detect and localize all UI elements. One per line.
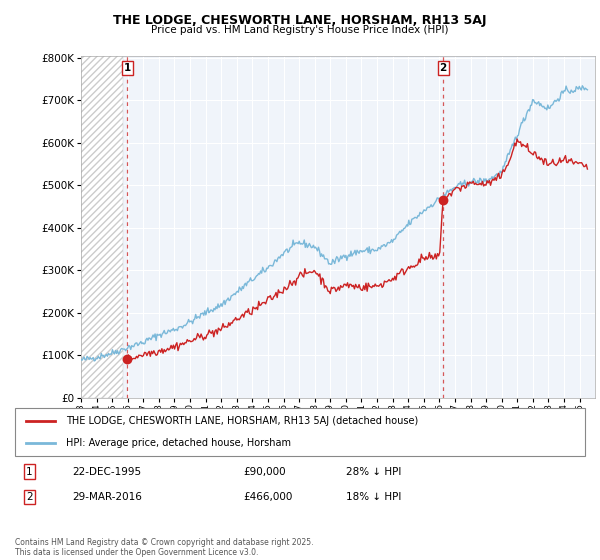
- Text: Contains HM Land Registry data © Crown copyright and database right 2025.
This d: Contains HM Land Registry data © Crown c…: [15, 538, 314, 557]
- Text: Price paid vs. HM Land Registry's House Price Index (HPI): Price paid vs. HM Land Registry's House …: [151, 25, 449, 35]
- Text: THE LODGE, CHESWORTH LANE, HORSHAM, RH13 5AJ: THE LODGE, CHESWORTH LANE, HORSHAM, RH13…: [113, 14, 487, 27]
- Point: [122, 355, 132, 364]
- Text: 18% ↓ HPI: 18% ↓ HPI: [346, 492, 401, 502]
- Point: [439, 195, 448, 204]
- FancyBboxPatch shape: [15, 408, 585, 456]
- Text: 22-DEC-1995: 22-DEC-1995: [72, 466, 141, 477]
- Text: £466,000: £466,000: [243, 492, 292, 502]
- Text: HPI: Average price, detached house, Horsham: HPI: Average price, detached house, Hors…: [66, 438, 292, 448]
- Text: 2: 2: [439, 63, 447, 73]
- Text: £90,000: £90,000: [243, 466, 286, 477]
- Text: 1: 1: [26, 466, 32, 477]
- Text: THE LODGE, CHESWORTH LANE, HORSHAM, RH13 5AJ (detached house): THE LODGE, CHESWORTH LANE, HORSHAM, RH13…: [66, 416, 419, 426]
- Text: 28% ↓ HPI: 28% ↓ HPI: [346, 466, 401, 477]
- Text: 29-MAR-2016: 29-MAR-2016: [72, 492, 142, 502]
- Text: 2: 2: [26, 492, 32, 502]
- Text: 1: 1: [124, 63, 131, 73]
